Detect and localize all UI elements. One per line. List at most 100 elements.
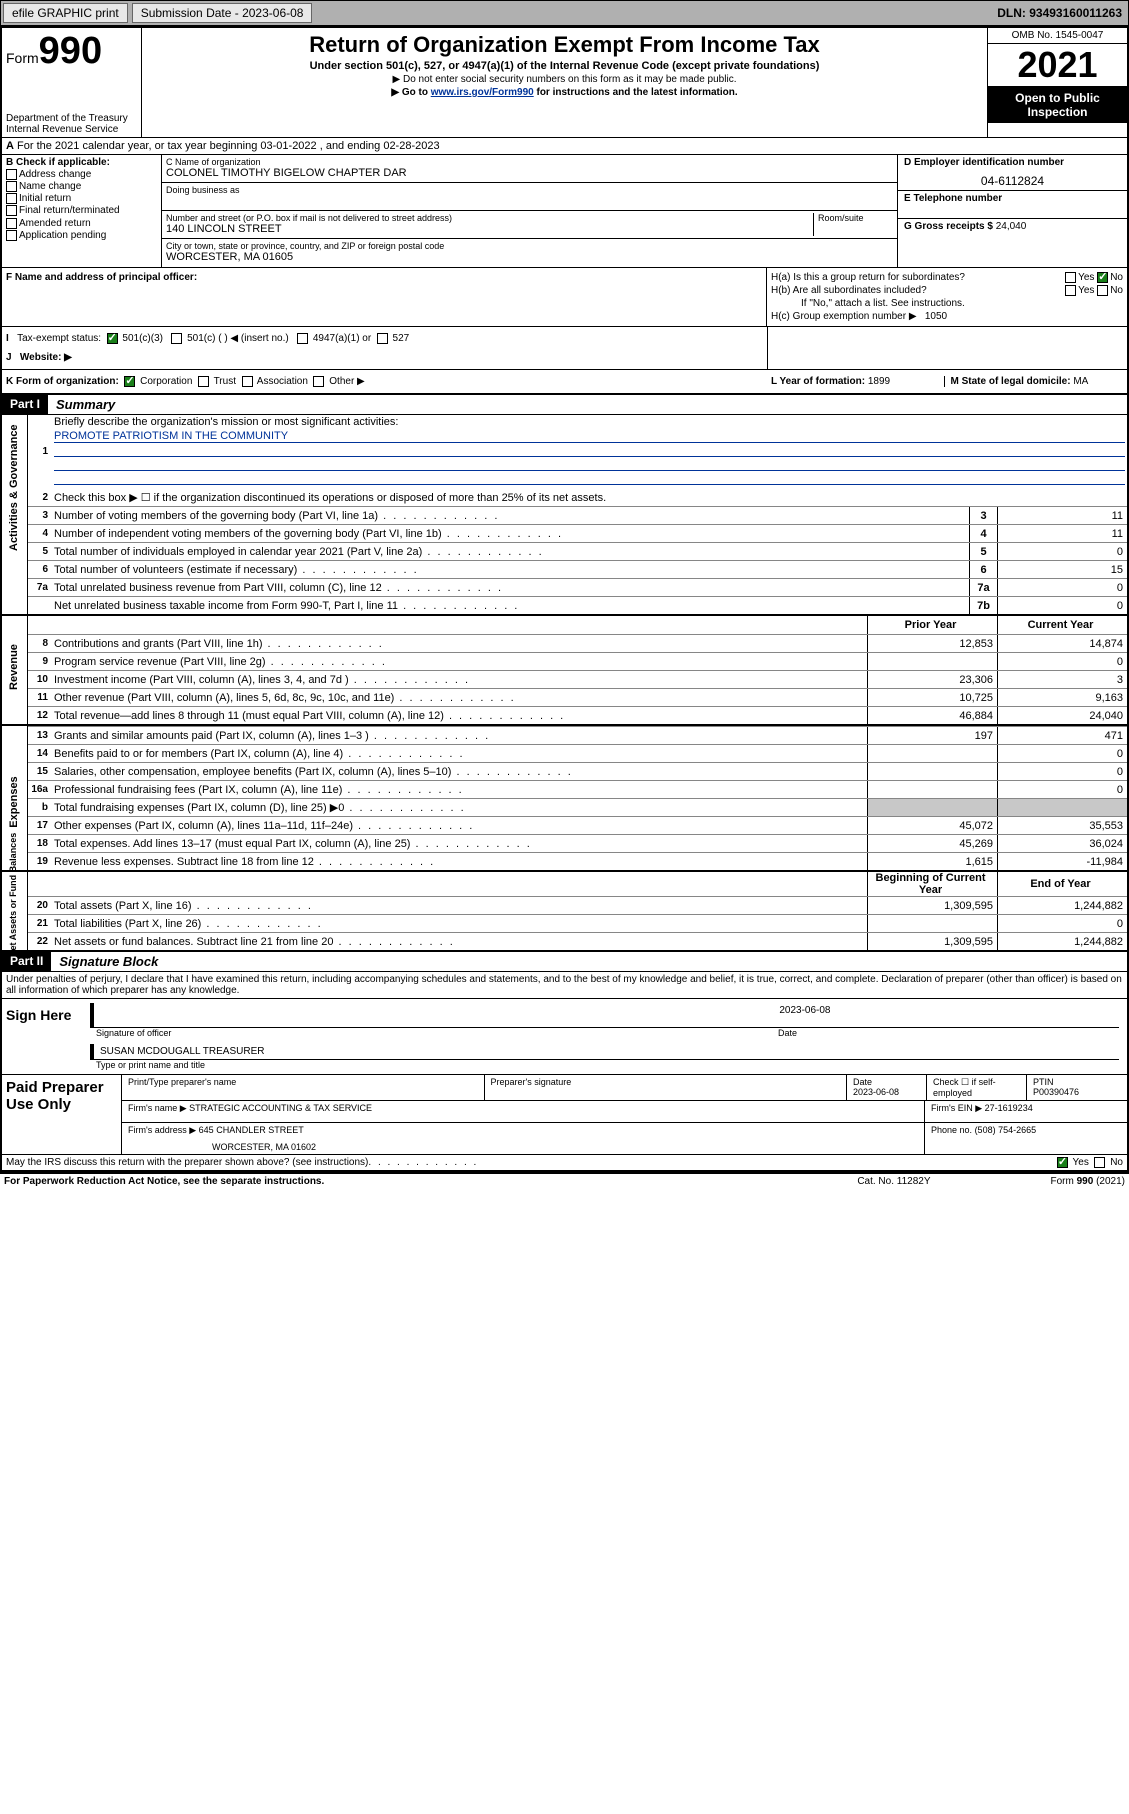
line-desc: Number of voting members of the governin… bbox=[52, 509, 969, 523]
hb-no-check[interactable] bbox=[1097, 285, 1108, 296]
ha-yes: Yes bbox=[1078, 272, 1094, 283]
line-num: 17 bbox=[28, 820, 52, 831]
org-name-value: COLONEL TIMOTHY BIGELOW CHAPTER DAR bbox=[166, 167, 893, 179]
room-label: Room/suite bbox=[818, 213, 893, 223]
hb-label: H(b) Are all subordinates included? bbox=[771, 285, 927, 296]
line-num: 22 bbox=[28, 936, 52, 947]
line-num: 7a bbox=[28, 582, 52, 593]
line-desc: Salaries, other compensation, employee b… bbox=[52, 765, 867, 779]
curr-val: 3 bbox=[997, 671, 1127, 688]
line-desc: Professional fundraising fees (Part IX, … bbox=[52, 783, 867, 797]
curr-val bbox=[997, 799, 1127, 816]
ha-no-check[interactable] bbox=[1097, 272, 1108, 283]
sig-officer-label: Signature of officer bbox=[90, 1028, 772, 1038]
discuss-no: No bbox=[1110, 1157, 1123, 1168]
submission-date-button[interactable]: Submission Date - 2023-06-08 bbox=[132, 3, 313, 23]
ha-label: H(a) Is this a group return for subordin… bbox=[771, 272, 965, 283]
line-desc: Revenue less expenses. Subtract line 18 … bbox=[52, 855, 867, 869]
instruct-ssn: ▶ Do not enter social security numbers o… bbox=[146, 74, 983, 85]
other-check[interactable] bbox=[313, 376, 324, 387]
mission-blank3 bbox=[54, 473, 1125, 485]
corp-check[interactable] bbox=[124, 376, 135, 387]
line-desc: Program service revenue (Part VIII, line… bbox=[52, 655, 867, 669]
curr-val: 0 bbox=[997, 915, 1127, 932]
line-desc: Total assets (Part X, line 16) bbox=[52, 899, 867, 913]
hb-yes-check[interactable] bbox=[1065, 285, 1076, 296]
mission-value: PROMOTE PATRIOTISM IN THE COMMUNITY bbox=[54, 430, 1125, 443]
prior-val bbox=[867, 781, 997, 798]
firm-ein-value: 27-1619234 bbox=[985, 1103, 1033, 1113]
domicile-label: M State of legal domicile: bbox=[951, 376, 1071, 387]
line-box: 4 bbox=[969, 525, 997, 542]
part1-title: Summary bbox=[48, 395, 123, 414]
mission-blank1 bbox=[54, 445, 1125, 457]
firm-name-label: Firm's name ▶ bbox=[128, 1103, 187, 1113]
mission-blank2 bbox=[54, 459, 1125, 471]
addr-change-check[interactable] bbox=[6, 169, 17, 180]
discuss-yes: Yes bbox=[1073, 1157, 1089, 1168]
ha-yes-check[interactable] bbox=[1065, 272, 1076, 283]
line-desc: Number of independent voting members of … bbox=[52, 527, 969, 541]
discuss-no-check[interactable] bbox=[1094, 1157, 1105, 1168]
prior-val: 1,309,595 bbox=[867, 933, 997, 950]
final-check[interactable] bbox=[6, 205, 17, 216]
curr-val: 0 bbox=[997, 745, 1127, 762]
goto-prefix: ▶ Go to bbox=[391, 87, 430, 98]
4947-check[interactable] bbox=[297, 333, 308, 344]
gross-receipts-value: 24,040 bbox=[996, 221, 1027, 232]
pra-notice: For Paperwork Reduction Act Notice, see … bbox=[4, 1176, 324, 1187]
omb-number: OMB No. 1545-0047 bbox=[988, 28, 1127, 44]
prep-date-label: Date bbox=[853, 1077, 872, 1087]
line-num: 9 bbox=[28, 656, 52, 667]
discuss-label: May the IRS discuss this return with the… bbox=[6, 1157, 368, 1168]
tax-year: 2021 bbox=[988, 44, 1127, 87]
501c-check[interactable] bbox=[171, 333, 182, 344]
prior-val: 197 bbox=[867, 727, 997, 744]
amended-check[interactable] bbox=[6, 218, 17, 229]
line-num: 15 bbox=[28, 766, 52, 777]
opt-4947: 4947(a)(1) or bbox=[313, 333, 371, 344]
line-desc: Contributions and grants (Part VIII, lin… bbox=[52, 637, 867, 651]
discuss-yes-check[interactable] bbox=[1057, 1157, 1068, 1168]
firm-ein-label: Firm's EIN ▶ bbox=[931, 1103, 982, 1113]
section-f-label: F Name and address of principal officer: bbox=[6, 272, 197, 283]
opt-other: Other ▶ bbox=[329, 376, 364, 387]
trust-check[interactable] bbox=[198, 376, 209, 387]
501c3-check[interactable] bbox=[107, 333, 118, 344]
opt-527: 527 bbox=[393, 333, 410, 344]
sig-officer-box[interactable] bbox=[90, 1003, 773, 1027]
prior-val: 1,309,595 bbox=[867, 897, 997, 914]
initial-check[interactable] bbox=[6, 193, 17, 204]
form-number: 990 bbox=[39, 30, 102, 72]
527-check[interactable] bbox=[377, 333, 388, 344]
line-desc: Total revenue—add lines 8 through 11 (mu… bbox=[52, 709, 867, 723]
curr-val: 35,553 bbox=[997, 817, 1127, 834]
line-num: 16a bbox=[28, 784, 52, 795]
line-box: 5 bbox=[969, 543, 997, 560]
ha-no: No bbox=[1110, 272, 1123, 283]
prior-val bbox=[867, 915, 997, 932]
hc-value: 1050 bbox=[925, 311, 947, 322]
sig-date-value: 2023-06-08 bbox=[773, 1003, 1119, 1027]
firm-addr-label: Firm's address ▶ bbox=[128, 1125, 196, 1135]
section-b-label: B Check if applicable: bbox=[6, 157, 110, 168]
open-public: Open to Public Inspection bbox=[988, 87, 1127, 123]
efile-print-button[interactable]: efile GRAPHIC print bbox=[3, 3, 128, 23]
line-val: 11 bbox=[997, 507, 1127, 524]
name-change-check[interactable] bbox=[6, 181, 17, 192]
opt-name: Name change bbox=[19, 181, 81, 192]
opt-pending: Application pending bbox=[19, 230, 106, 241]
assoc-check[interactable] bbox=[242, 376, 253, 387]
vtab-revenue: Revenue bbox=[2, 616, 28, 724]
firm-phone-value: (508) 754-2665 bbox=[975, 1125, 1037, 1135]
blank-desc2 bbox=[52, 883, 867, 885]
prior-val: 1,615 bbox=[867, 853, 997, 870]
line-desc: Net assets or fund balances. Subtract li… bbox=[52, 935, 867, 949]
ha-row: H(a) Is this a group return for subordin… bbox=[771, 272, 1123, 283]
irs-link[interactable]: www.irs.gov/Form990 bbox=[431, 87, 534, 98]
goto-suffix: for instructions and the latest informat… bbox=[534, 87, 738, 98]
app-pending-check[interactable] bbox=[6, 230, 17, 241]
opt-501c3: 501(c)(3) bbox=[122, 333, 163, 344]
prior-val bbox=[867, 745, 997, 762]
line1-label: Briefly describe the organization's miss… bbox=[54, 416, 398, 428]
